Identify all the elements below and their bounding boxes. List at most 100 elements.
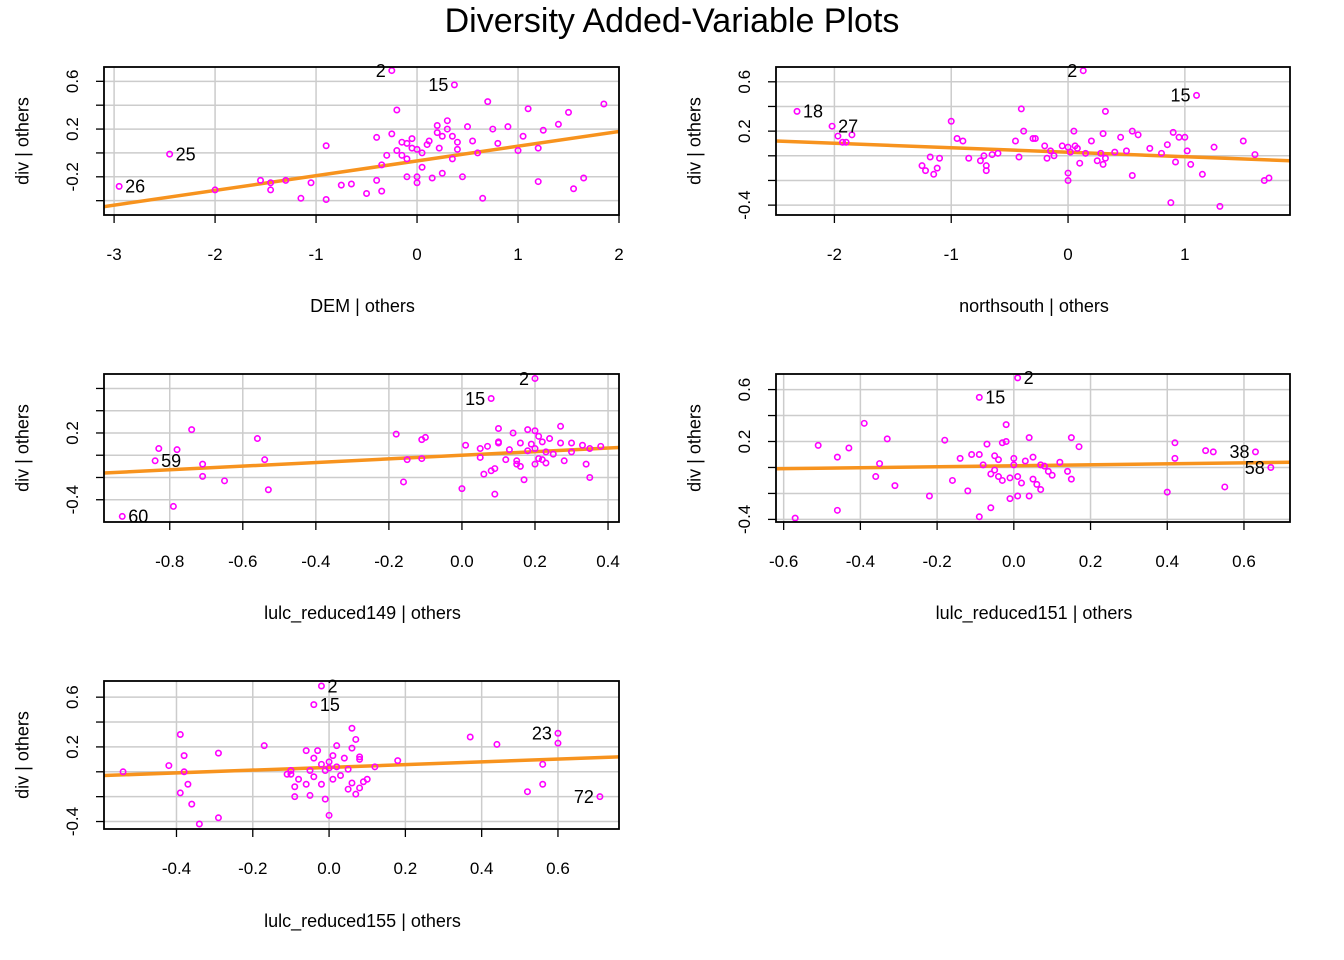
data-point xyxy=(1017,105,1025,113)
data-point xyxy=(516,462,524,470)
data-point xyxy=(352,735,360,743)
data-point xyxy=(1087,137,1095,145)
data-point xyxy=(557,439,565,447)
x-tick-label: -1 xyxy=(308,245,323,264)
x-tick-label: 0.6 xyxy=(546,859,570,878)
data-point xyxy=(494,139,502,147)
data-point xyxy=(542,448,550,456)
data-point xyxy=(1169,128,1177,136)
data-point xyxy=(1064,169,1072,177)
data-point xyxy=(976,157,984,165)
data-point xyxy=(565,108,573,116)
data-point xyxy=(834,132,842,140)
point-label: 2 xyxy=(1024,368,1034,388)
data-point xyxy=(443,117,451,125)
data-point xyxy=(428,174,436,182)
data-point xyxy=(1075,443,1083,451)
data-point xyxy=(1067,434,1075,442)
data-point xyxy=(1029,453,1037,461)
data-point xyxy=(1198,170,1206,178)
data-point xyxy=(1209,448,1217,456)
data-point xyxy=(523,788,531,796)
data-point xyxy=(839,138,847,146)
data-point xyxy=(383,151,391,159)
data-point xyxy=(1210,143,1218,151)
x-tick-label: -0.2 xyxy=(922,552,951,571)
data-point xyxy=(965,154,973,162)
data-point xyxy=(1021,457,1029,465)
data-point xyxy=(403,173,411,181)
data-point xyxy=(214,814,222,822)
plot-frame xyxy=(103,680,620,830)
data-point xyxy=(586,473,594,481)
point-label: 72 xyxy=(574,787,594,807)
data-point xyxy=(987,470,995,478)
data-point xyxy=(388,130,396,138)
data-point xyxy=(450,81,458,89)
point-label: 15 xyxy=(1171,86,1191,106)
data-point xyxy=(371,763,379,771)
data-point xyxy=(568,439,576,447)
data-point xyxy=(119,768,127,776)
data-point xyxy=(1056,458,1064,466)
data-point xyxy=(188,800,196,808)
point-label: 2 xyxy=(327,676,337,696)
data-point xyxy=(842,138,850,146)
data-point xyxy=(494,439,502,447)
data-point xyxy=(448,155,456,163)
data-point xyxy=(1101,154,1109,162)
point-label: 38 xyxy=(1229,442,1249,462)
data-point xyxy=(373,176,381,184)
data-point xyxy=(964,487,972,495)
data-point xyxy=(214,749,222,757)
data-point xyxy=(531,460,539,468)
point-label: 15 xyxy=(428,75,448,95)
data-point xyxy=(1029,135,1037,143)
x-tick-label: 0.0 xyxy=(1002,552,1026,571)
point-label: 26 xyxy=(125,177,145,197)
data-point xyxy=(373,133,381,141)
data-point xyxy=(378,187,386,195)
data-point xyxy=(1202,447,1210,455)
data-point xyxy=(925,492,933,500)
data-point xyxy=(1134,131,1142,139)
data-point xyxy=(998,476,1006,484)
data-point xyxy=(883,435,891,443)
data-point xyxy=(173,446,181,454)
data-point xyxy=(1267,463,1275,471)
data-point xyxy=(1020,127,1028,135)
x-tick-label: 2 xyxy=(614,245,623,264)
data-point xyxy=(184,780,192,788)
data-point xyxy=(348,744,356,752)
x-tick-label: 1 xyxy=(513,245,522,264)
data-point xyxy=(538,438,546,446)
data-point xyxy=(582,460,590,468)
data-point xyxy=(539,760,547,768)
data-point xyxy=(166,150,174,158)
data-point xyxy=(1050,152,1058,160)
data-point xyxy=(329,752,337,760)
data-point xyxy=(975,393,983,401)
data-point xyxy=(267,179,275,187)
data-point xyxy=(1193,91,1201,99)
data-point xyxy=(505,446,513,454)
data-point xyxy=(793,107,801,115)
data-point xyxy=(1031,135,1039,143)
data-point xyxy=(306,791,314,799)
data-point xyxy=(991,466,999,474)
y-axis-title: div | others xyxy=(684,404,704,492)
data-point xyxy=(394,757,402,765)
data-point xyxy=(310,754,318,762)
data-point xyxy=(317,682,325,690)
x-tick-label: 0.0 xyxy=(317,859,341,878)
y-tick-label: -0.4 xyxy=(63,807,82,836)
data-point xyxy=(1097,149,1105,157)
data-point xyxy=(1111,148,1119,156)
data-point xyxy=(306,767,314,775)
x-axis-title: northsouth | others xyxy=(959,296,1109,316)
y-tick-label: -0.2 xyxy=(63,162,82,191)
x-tick-label: -0.4 xyxy=(162,859,191,878)
data-point xyxy=(347,180,355,188)
point-label: 27 xyxy=(838,117,858,137)
